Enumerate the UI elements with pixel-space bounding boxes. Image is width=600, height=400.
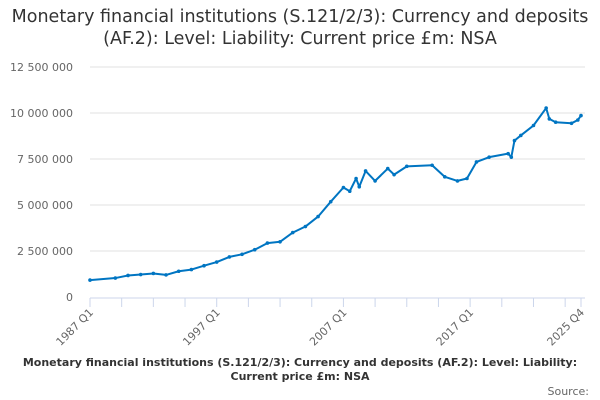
data-point bbox=[512, 138, 517, 143]
data-point bbox=[569, 121, 574, 126]
data-point bbox=[544, 106, 548, 110]
source-label: Source: bbox=[547, 385, 590, 398]
data-point bbox=[509, 155, 514, 159]
data-point bbox=[385, 166, 390, 171]
data-point bbox=[214, 260, 219, 264]
y-tick-label: 10 000 000 bbox=[10, 107, 73, 120]
line-chart: 0 2 500 000 5 000 000 7 500 000 10 000 000 12… bbox=[10, 61, 588, 349]
data-point bbox=[113, 276, 118, 280]
data-point bbox=[474, 160, 479, 164]
data-point bbox=[373, 179, 377, 183]
y-tick-label: 12 500 000 bbox=[10, 61, 73, 74]
data-point bbox=[227, 255, 232, 259]
data-point bbox=[430, 163, 434, 168]
x-tick-label: 1997 Q1 bbox=[180, 306, 223, 349]
data-point bbox=[316, 214, 320, 219]
data-point bbox=[138, 272, 143, 277]
data-point bbox=[240, 252, 244, 257]
data-point bbox=[519, 133, 523, 138]
x-tick-label: 1987 Q1 bbox=[54, 306, 97, 349]
gridlines bbox=[90, 66, 585, 252]
data-point bbox=[442, 175, 447, 179]
data-point bbox=[290, 230, 295, 235]
data-point bbox=[126, 273, 130, 278]
data-point bbox=[363, 169, 368, 173]
y-tick-label: 5 000 000 bbox=[17, 199, 73, 212]
data-point bbox=[576, 118, 580, 122]
y-tick-label: 0 bbox=[66, 291, 73, 304]
series-path bbox=[89, 107, 582, 282]
data-point bbox=[354, 176, 358, 181]
data-point bbox=[357, 184, 362, 189]
data-point bbox=[506, 151, 510, 156]
data-point bbox=[455, 179, 460, 183]
y-tick-label: 7 500 000 bbox=[17, 153, 73, 166]
data-point bbox=[265, 241, 270, 245]
data-point bbox=[164, 273, 168, 277]
data-point bbox=[88, 278, 92, 282]
data-point bbox=[328, 199, 333, 204]
x-tick-label: 2007 Q1 bbox=[307, 306, 350, 349]
data-point bbox=[487, 155, 491, 159]
data-point bbox=[579, 113, 583, 118]
data-point bbox=[341, 185, 346, 190]
series-line bbox=[88, 106, 583, 282]
data-point bbox=[553, 120, 558, 124]
data-point bbox=[252, 247, 257, 252]
y-axis: 0 2 500 000 5 000 000 7 500 000 10 000 000 12… bbox=[10, 61, 73, 304]
data-point bbox=[547, 117, 552, 121]
data-point bbox=[531, 123, 536, 128]
data-point bbox=[189, 267, 194, 272]
data-point bbox=[202, 263, 206, 268]
data-point bbox=[392, 172, 396, 177]
chart-title: Monetary financial institutions (S.121/2… bbox=[11, 7, 589, 49]
data-point bbox=[151, 271, 156, 276]
x-tick-label: 2025 Q4 bbox=[545, 306, 588, 349]
chart-caption: Monetary financial institutions (S.121/2… bbox=[22, 356, 578, 383]
x-axis: 1987 Q1 1997 Q1 2007 Q1 2017 Q1 2025 Q4 bbox=[54, 297, 588, 349]
data-point bbox=[303, 224, 308, 229]
data-point bbox=[176, 269, 181, 274]
data-point bbox=[404, 164, 409, 169]
data-point bbox=[465, 176, 469, 181]
y-tick-label: 2 500 000 bbox=[17, 245, 73, 258]
x-tick-label: 2017 Q1 bbox=[434, 306, 477, 349]
data-point bbox=[278, 240, 282, 244]
data-point bbox=[347, 189, 352, 193]
